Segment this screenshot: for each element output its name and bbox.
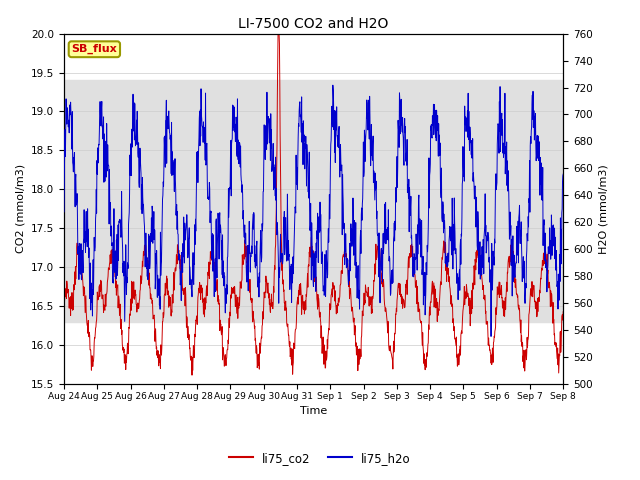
Y-axis label: H2O (mmol/m3): H2O (mmol/m3) xyxy=(598,164,608,253)
X-axis label: Time: Time xyxy=(300,406,327,416)
Title: LI-7500 CO2 and H2O: LI-7500 CO2 and H2O xyxy=(239,17,388,31)
Bar xyxy=(64,80,563,322)
Text: SB_flux: SB_flux xyxy=(72,44,117,54)
Legend: li75_co2, li75_h2o: li75_co2, li75_h2o xyxy=(224,447,416,469)
Y-axis label: CO2 (mmol/m3): CO2 (mmol/m3) xyxy=(15,164,26,253)
